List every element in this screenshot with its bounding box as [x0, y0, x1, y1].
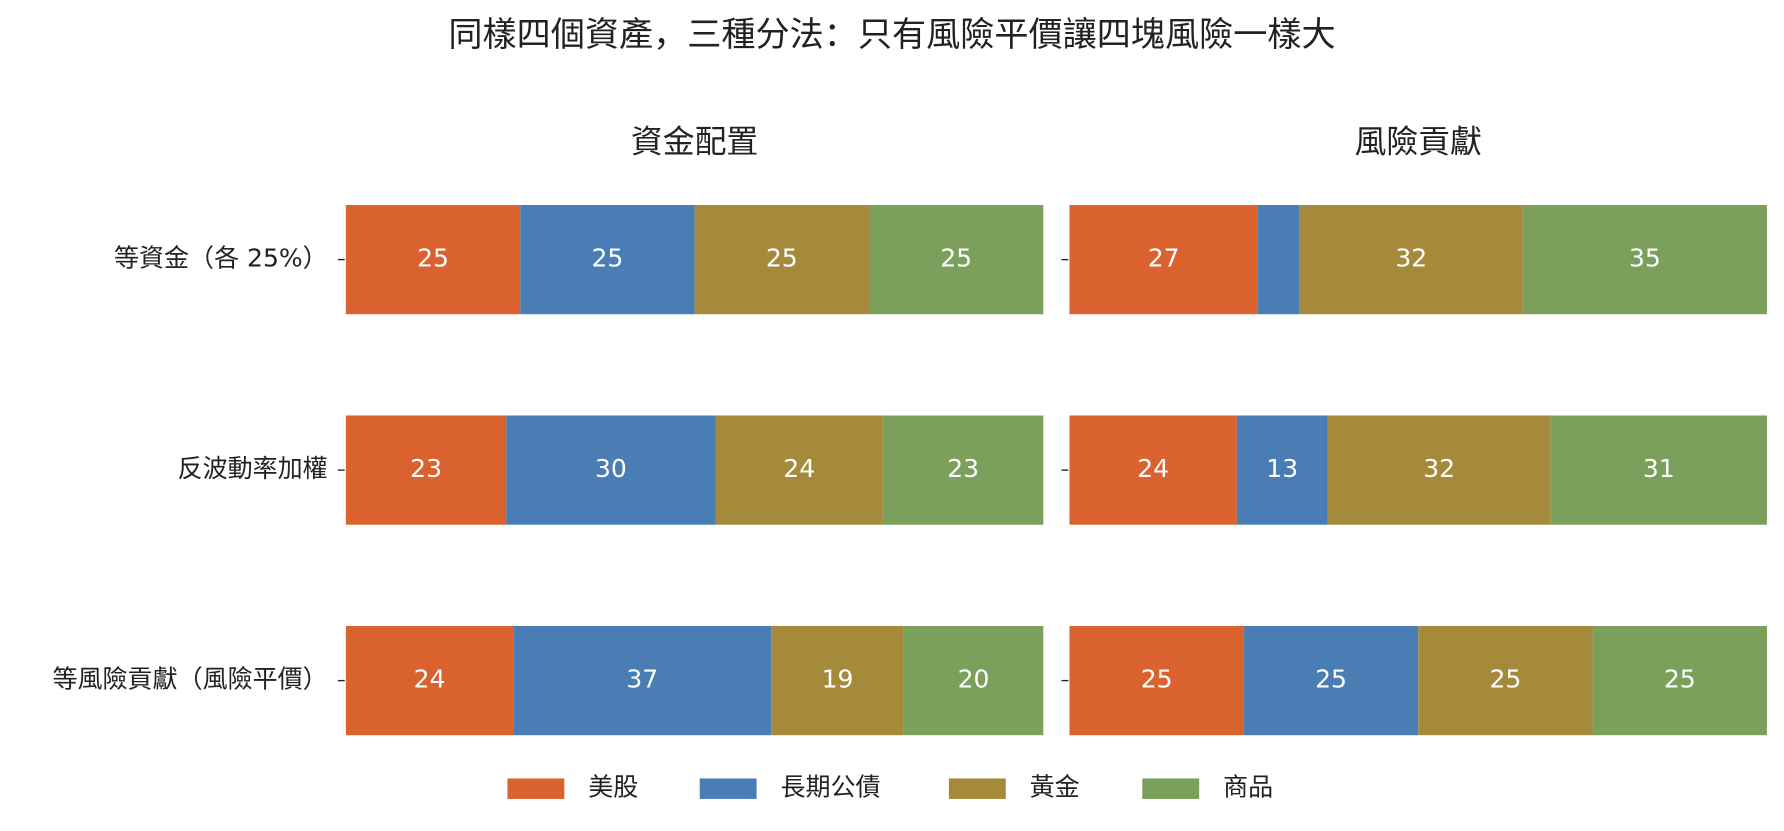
bar-segment [513, 625, 772, 736]
data-label: 32 [1423, 454, 1455, 483]
bar-segment [345, 415, 507, 525]
panel-title: 資金配置 [631, 123, 758, 161]
bar-segment [868, 205, 1044, 315]
legend-swatch [948, 778, 1006, 799]
legend-swatch [1142, 778, 1200, 799]
bar-segment [520, 205, 695, 315]
y-tick-label: 反波動率加權 [178, 454, 328, 483]
data-label: 27 [1148, 244, 1180, 273]
bar-segment [506, 415, 716, 525]
data-label: 37 [626, 665, 658, 694]
bar-segment [1418, 625, 1593, 736]
bar-segment [715, 415, 883, 525]
chart-title: 同樣四個資產，三種分法：只有風險平價讓四塊風險一樣大 [448, 15, 1335, 55]
data-label: 25 [1489, 665, 1521, 694]
data-label: 24 [783, 454, 815, 483]
bar-segment [1522, 205, 1767, 315]
data-label: 31 [1643, 454, 1675, 483]
legend-label: 美股 [588, 773, 638, 802]
data-label: 35 [1629, 244, 1661, 273]
legend-swatch [699, 778, 757, 799]
data-label: 25 [1141, 665, 1173, 694]
data-label: 23 [410, 454, 442, 483]
bar-segment [345, 625, 514, 736]
data-label: 25 [1315, 665, 1347, 694]
data-label: 32 [1395, 244, 1427, 273]
data-label: 23 [947, 454, 979, 483]
data-label: 25 [1664, 665, 1696, 694]
bar-segment [882, 415, 1044, 525]
data-label: 25 [766, 244, 798, 273]
legend-label: 黃金 [1030, 773, 1080, 802]
data-label: 30 [595, 454, 627, 483]
bar-segment [345, 205, 521, 315]
y-tick-label: 等風險貢獻（風險平價） [53, 665, 328, 694]
data-label: 25 [591, 244, 623, 273]
bar-segment [1299, 205, 1523, 315]
bar-segment [1550, 415, 1767, 525]
legend-swatch [507, 778, 565, 799]
data-label: 13 [1266, 454, 1298, 483]
bar-segment [694, 205, 869, 315]
panel-title: 風險貢獻 [1355, 123, 1482, 161]
bar-segment [1069, 205, 1258, 315]
data-label: 25 [417, 244, 449, 273]
bar-segment [771, 625, 904, 736]
data-label: 19 [822, 665, 854, 694]
bar-segment [1257, 205, 1300, 315]
legend-label: 長期公債 [781, 773, 881, 802]
legend-label: 商品 [1223, 773, 1273, 802]
data-label: 20 [958, 665, 990, 694]
bar-segment [1243, 625, 1419, 736]
y-tick-label: 等資金（各 25%） [114, 244, 328, 273]
bar-segment [1327, 415, 1551, 525]
bar-segment [1236, 415, 1328, 525]
bar-segment [903, 625, 1044, 736]
bar-segment [1592, 625, 1767, 736]
data-label: 24 [1137, 454, 1169, 483]
bar-segment [1069, 625, 1244, 736]
data-label: 25 [940, 244, 972, 273]
bar-segment [1069, 415, 1237, 525]
data-label: 24 [414, 665, 446, 694]
